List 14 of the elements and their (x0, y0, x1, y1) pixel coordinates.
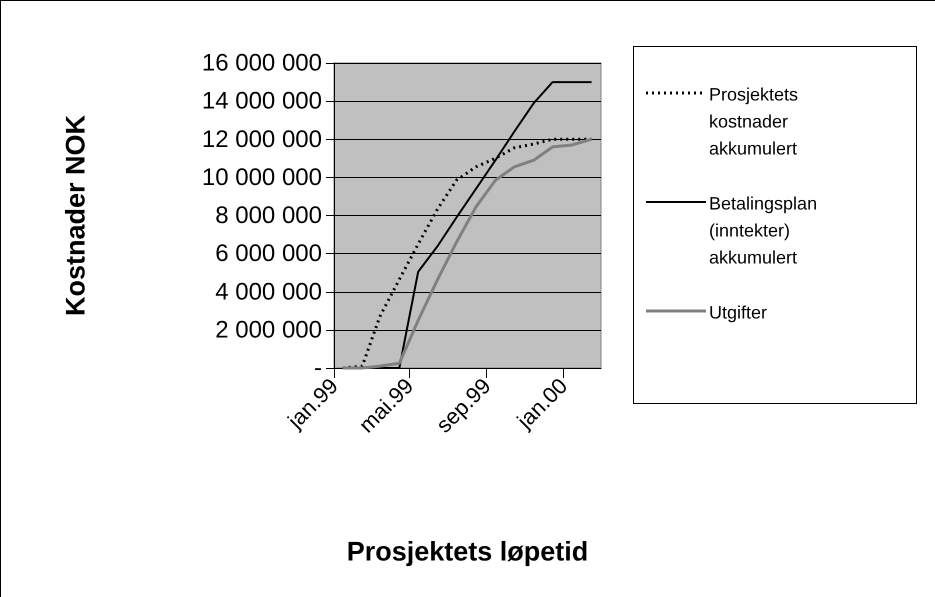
y-tick-label: 8 000 000 (215, 202, 322, 229)
y-tick-label: 2 000 000 (215, 316, 322, 344)
y-tick-label: 6 000 000 (215, 240, 322, 268)
y-tick-label: 16 000 000 (202, 50, 322, 76)
x-axis-title: Prosjektets løpetid (346, 536, 588, 566)
y-tick-label: 12 000 000 (202, 126, 322, 153)
y-tick-label: 14 000 000 (202, 88, 322, 115)
y-tick-label: 10 000 000 (202, 164, 322, 191)
legend-label: Prosjektets kostnader akkumulert (709, 84, 804, 158)
legend-label: Utgifter (709, 302, 768, 322)
y-axis-title: Kostnader NOK (60, 114, 90, 316)
y-tick-label: 4 000 000 (215, 278, 322, 306)
y-tick-label: - (314, 354, 322, 382)
legend-label: Betalingsplan (inntekter) akkumulert (709, 194, 822, 268)
